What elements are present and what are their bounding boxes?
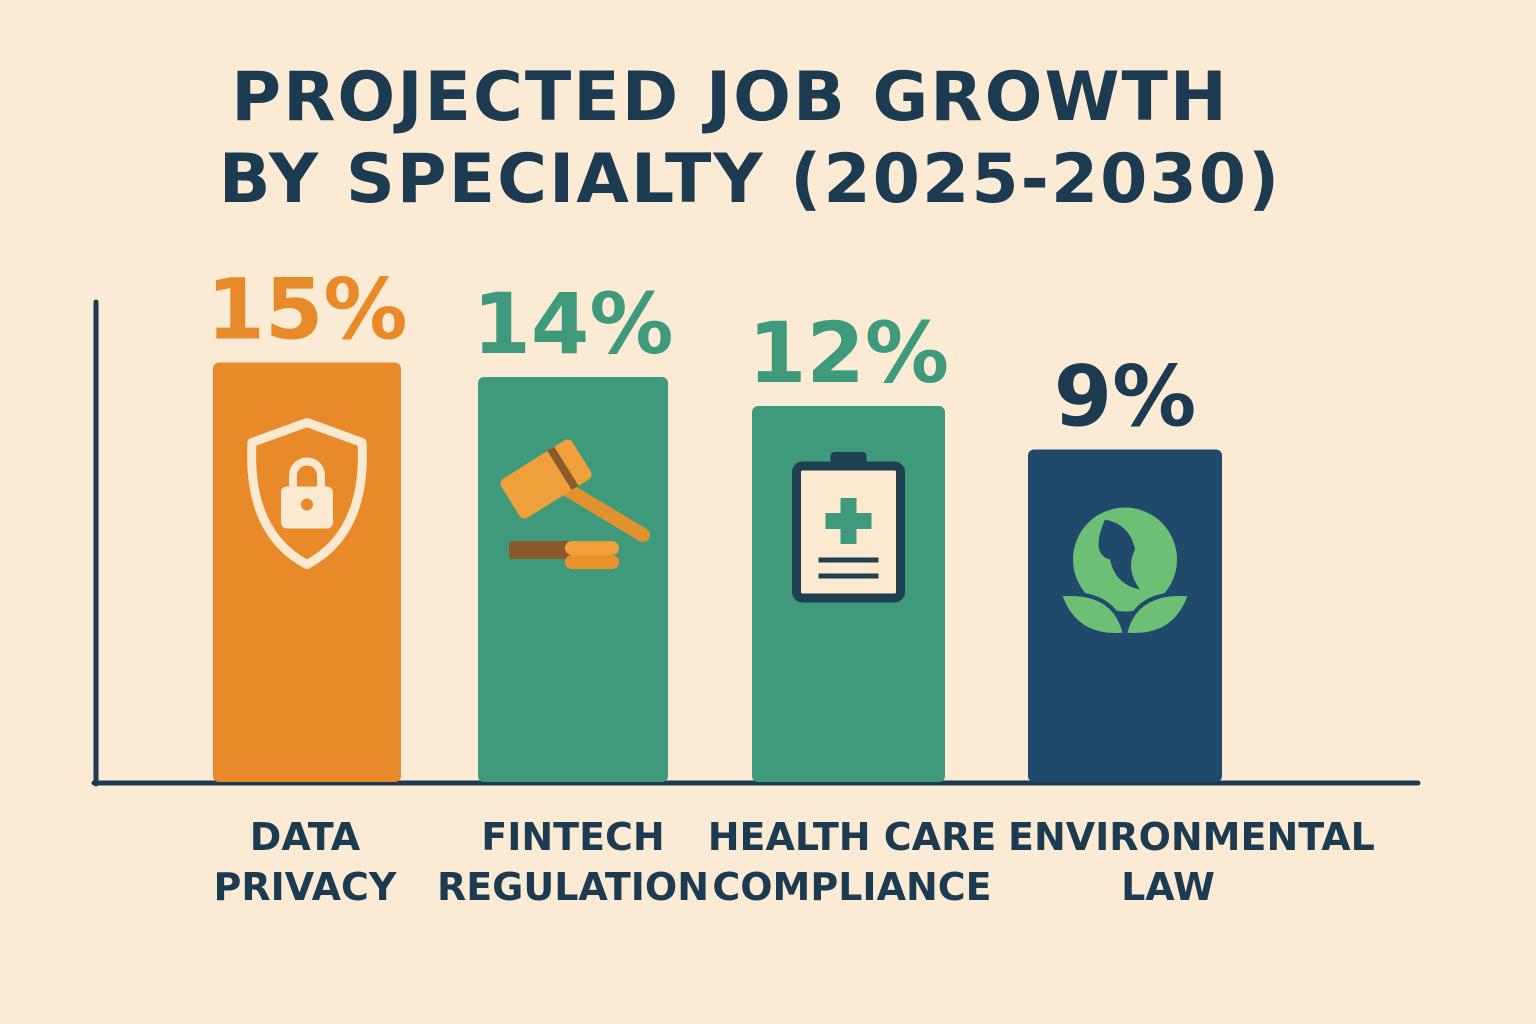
chart-title-line-1: PROJECTED JOB GROWTH — [231, 58, 1229, 137]
bar — [1028, 449, 1222, 782]
category-label-line: COMPLIANCE — [712, 865, 992, 909]
globe-leaves-icon — [1057, 507, 1193, 637]
category-label-line: LAW — [1121, 865, 1215, 909]
value-label: 15% — [206, 261, 407, 359]
category-label: HEALTH CARE COMPLIANCE — [692, 812, 1012, 912]
shield-lock-icon — [247, 418, 367, 569]
category-label-line: PRIVACY — [213, 865, 397, 909]
bar — [213, 362, 401, 782]
value-label: 14% — [472, 275, 673, 373]
category-label-line: FINTECH — [481, 815, 665, 859]
clipboard-medical-icon — [792, 452, 905, 603]
chart-title-line-2: BY SPECIALTY (2025-2030) — [218, 140, 1282, 219]
category-label-line: ENVIRONMENTAL — [1008, 815, 1375, 859]
category-label: ENVIRONMENTAL LAW — [1008, 812, 1375, 912]
category-label-line: HEALTH CARE — [707, 815, 997, 859]
bar — [478, 377, 668, 782]
category-label: FINTECH REGULATION — [413, 812, 733, 912]
value-label: 12% — [748, 304, 949, 402]
category-label-line: DATA — [249, 815, 361, 859]
gavel-coins-icon — [500, 439, 650, 569]
category-label: DATA PRIVACY — [145, 812, 465, 912]
category-label-line: REGULATION — [436, 865, 710, 909]
value-label: 9% — [1054, 348, 1197, 446]
